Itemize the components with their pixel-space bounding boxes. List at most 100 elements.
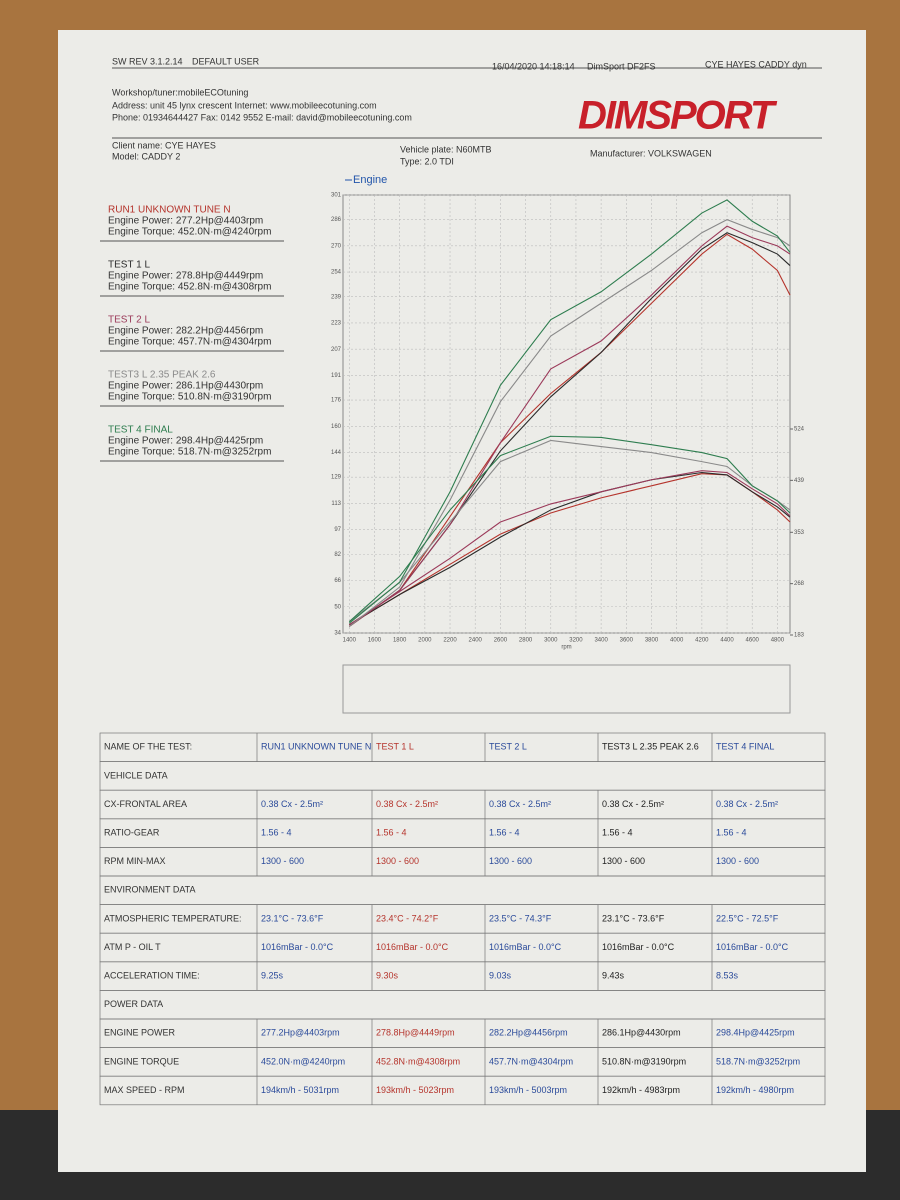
y2-tick-label: 183 [794,633,805,639]
y-tick-label: 113 [331,501,341,507]
y-tick-label: 82 [334,552,341,558]
table-cell: 8.53s [716,970,739,980]
table-cell: 22.5°C - 72.5°F [716,913,779,923]
table-cell: ENVIRONMENT DATA [104,885,196,895]
x-tick-label: 2200 [443,638,457,644]
x-tick-label: 3200 [569,638,583,644]
y-tick-label: 254 [331,270,342,276]
table-cell: 282.2Hp@4456rpm [489,1028,568,1038]
y-tick-label: 223 [331,321,342,327]
table-cell: 9.30s [376,970,399,980]
table-cell: 286.1Hp@4430rpm [602,1028,681,1038]
run-power: Engine Power: 298.4Hp@4425rpm [108,436,263,447]
table-cell: 193km/h - 5003rpm [489,1085,567,1095]
table-cell: 510.8N·m@3190rpm [602,1056,686,1066]
table-cell: 1.56 - 4 [261,827,292,837]
y2-tick-label: 439 [794,478,805,484]
table-cell: 1016mBar - 0.0°C [489,942,562,952]
table-cell: 192km/h - 4980rpm [716,1085,794,1095]
x-tick-label: 2800 [519,638,533,644]
table-cell: 1016mBar - 0.0°C [376,942,449,952]
table-cell: 23.4°C - 74.2°F [376,913,439,923]
y-tick-label: 176 [331,398,342,404]
client-name: Client name: CYE HAYES [112,140,216,150]
y-tick-label: 160 [331,424,342,430]
table-cell: 9.43s [602,970,625,980]
x-axis-label: rpm [561,645,571,651]
x-tick-label: 1600 [368,638,382,644]
x-tick-label: 4000 [670,638,684,644]
y-tick-label: 129 [331,475,342,481]
y-tick-label: 144 [331,450,342,456]
table-cell: 193km/h - 5023rpm [376,1085,454,1095]
table-cell: 1300 - 600 [489,856,532,866]
chart-title: Engine [353,174,387,186]
x-tick-label: 3400 [594,638,608,644]
y-tick-label: 301 [331,193,342,199]
x-tick-label: 2000 [418,638,432,644]
run-torque: Engine Torque: 510.8N·m@3190rpm [108,392,271,403]
table-cell: 9.25s [261,970,284,980]
table-cell: 0.38 Cx - 2.5m² [489,799,551,809]
table-cell: 277.2Hp@4403rpm [261,1028,340,1038]
table-cell: 9.03s [489,970,512,980]
run-power: Engine Power: 277.2Hp@4403rpm [108,216,263,227]
torque-line [348,470,791,626]
x-tick-label: 4400 [720,638,734,644]
table-cell: 23.1°C - 73.6°F [261,913,324,923]
x-tick-label: 1400 [343,638,357,644]
table-cell: 1300 - 600 [602,856,645,866]
table-cell: 1.56 - 4 [602,827,633,837]
table-cell: 1300 - 600 [261,856,304,866]
table-cell: CX-FRONTAL AREA [104,799,187,809]
table-cell: 0.38 Cx - 2.5m² [716,799,778,809]
date: 16/04/2020 14:18:14 [492,61,575,71]
run-name: TEST 2 L [108,315,150,326]
run-power: Engine Power: 278.8Hp@4449rpm [108,271,263,282]
table-header: NAME OF THE TEST: [104,742,192,752]
table-cell: 278.8Hp@4449rpm [376,1028,455,1038]
run-name: TEST3 L 2.35 PEAK 2.6 [108,370,216,381]
x-tick-label: 4600 [746,638,760,644]
table-header: TEST 2 L [489,742,527,752]
power-line [348,219,791,627]
run-torque: Engine Torque: 457.7N·m@4304rpm [108,337,271,348]
table-cell: 0.38 Cx - 2.5m² [602,799,664,809]
table-cell: ATMOSPHERIC TEMPERATURE: [104,913,242,923]
run-name: TEST 4 FINAL [108,425,173,436]
table-cell: 1.56 - 4 [376,827,407,837]
table-cell: 1016mBar - 0.0°C [261,942,334,952]
table-cell: RPM MIN-MAX [104,856,166,866]
manufacturer: Manufacturer: VOLKSWAGEN [590,148,712,158]
y-tick-label: 286 [331,217,342,223]
table-cell: 1016mBar - 0.0°C [716,942,789,952]
table-cell: ENGINE TORQUE [104,1056,179,1066]
x-tick-label: 4200 [695,638,709,644]
vehicle-type: Type: 2.0 TDI [400,156,454,166]
table-cell: 23.1°C - 73.6°F [602,913,665,923]
x-tick-label: 3000 [544,638,558,644]
y-tick-label: 270 [331,243,342,249]
table-cell: 452.8N·m@4308rpm [376,1056,460,1066]
table-cell: POWER DATA [104,999,163,1009]
x-tick-label: 1800 [393,638,407,644]
table-cell: 23.5°C - 74.3°F [489,913,552,923]
table-cell: 518.7N·m@3252rpm [716,1056,800,1066]
y-tick-label: 207 [331,347,342,353]
table-cell: 452.0N·m@4240rpm [261,1056,345,1066]
run-name: TEST 1 L [108,260,150,271]
power-line [348,199,791,624]
x-tick-label: 2600 [494,638,508,644]
table-cell: 1.56 - 4 [489,827,520,837]
table-cell: ATM P - OIL T [104,942,161,952]
table-cell: 0.38 Cx - 2.5m² [261,799,323,809]
x-tick-label: 3800 [645,638,659,644]
table-header: TEST 1 L [376,742,414,752]
workshop: Address: unit 45 lynx crescent Internet:… [112,100,377,110]
workshop: Workshop/tuner:mobileECOtuning [112,87,248,97]
afr-panel [342,664,791,714]
table-cell: 1016mBar - 0.0°C [602,942,675,952]
torque-line [348,435,791,623]
y-tick-label: 191 [331,373,342,379]
